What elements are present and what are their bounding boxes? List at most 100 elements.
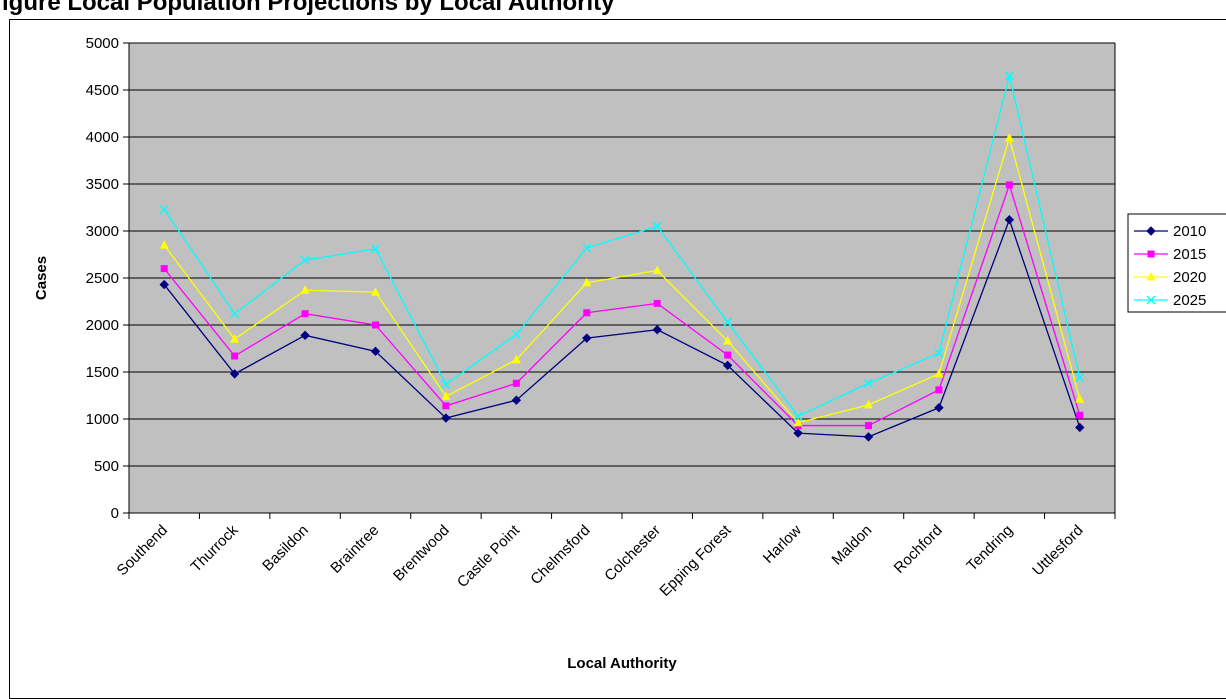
y-tick-label: 3500 (86, 176, 119, 193)
data-point-2020 (934, 368, 944, 378)
y-tick-label: 1000 (86, 411, 119, 428)
x-tick-label: Thurrock (188, 521, 242, 575)
series-2020 (159, 132, 1085, 427)
legend-marker (1146, 226, 1156, 236)
series-line-2010 (163, 217, 1081, 438)
data-point-2020 (371, 287, 380, 296)
data-point-2020 (1075, 394, 1085, 403)
data-point-2010 (441, 413, 451, 423)
x-tick-label: Braintree (327, 522, 382, 577)
data-point-2020 (230, 334, 240, 343)
series-line-2015 (163, 182, 1081, 427)
data-point-2020 (652, 265, 662, 274)
data-point-2025 (300, 255, 310, 265)
data-point-2025 (793, 411, 803, 421)
data-point-2025 (370, 244, 381, 254)
x-tick-label: Southend (114, 522, 171, 579)
x-axis-title: Local Authority (567, 655, 677, 672)
data-point-2025 (723, 317, 733, 327)
data-point-2010 (1075, 422, 1085, 433)
y-axis-title: Cases (33, 256, 50, 300)
data-point-2020 (159, 240, 169, 249)
legend-label: 2015 (1173, 246, 1206, 263)
data-point-2015 (301, 310, 309, 318)
data-point-2025 (441, 379, 451, 389)
series-group (159, 71, 1085, 442)
data-point-2010 (511, 395, 522, 405)
y-tick-label: 5000 (86, 35, 119, 52)
data-point-2020 (300, 285, 310, 294)
legend-marker (1146, 295, 1156, 305)
x-tick-label: Basildon (259, 522, 312, 575)
data-point-2015 (865, 422, 872, 430)
data-point-2010 (582, 333, 592, 343)
legend-marker (1147, 250, 1155, 258)
x-tick-label: Rochford (891, 522, 946, 577)
series-line-2020 (163, 135, 1081, 424)
data-point-2020 (864, 399, 873, 409)
y-tick-label: 4000 (86, 129, 119, 146)
data-point-2025 (934, 348, 944, 358)
data-point-2010 (229, 369, 240, 379)
series-2010 (159, 215, 1085, 442)
data-point-2010 (300, 330, 310, 341)
data-point-2015 (442, 402, 450, 410)
y-tick-label: 4500 (86, 82, 119, 99)
data-point-2010 (652, 324, 662, 335)
data-point-2015 (512, 379, 520, 387)
y-tick-label: 500 (94, 458, 119, 475)
y-tick-label: 2500 (86, 270, 119, 287)
figure-title: igure Local Population Projections by Lo… (2, 0, 615, 16)
legend-item-2025: 2025 (1134, 292, 1206, 309)
y-tick-label: 3000 (86, 223, 119, 240)
x-tick-label: Maldon (829, 522, 876, 569)
figure-title-strip: igure Local Population Projections by Lo… (0, 0, 1226, 20)
legend-label: 2010 (1173, 223, 1206, 240)
data-point-2025 (582, 243, 592, 253)
data-point-2015 (372, 321, 379, 329)
data-point-2015 (935, 386, 943, 394)
data-point-2010 (863, 432, 874, 442)
axes (123, 42, 1116, 519)
legend: 2010 2015 2020 2025 (1127, 213, 1226, 313)
x-tick-label: Tendring (963, 522, 1016, 575)
legend-marker (1146, 272, 1156, 281)
data-point-2020 (793, 417, 803, 427)
y-tick-label: 1500 (86, 364, 119, 381)
data-point-2020 (441, 391, 451, 400)
data-point-2025 (863, 378, 874, 388)
x-tick-label: Uttlesford (1029, 522, 1086, 579)
series-2015 (160, 181, 1084, 430)
legend-item-2020: 2020 (1134, 269, 1206, 286)
x-tick-label: Harlow (760, 522, 805, 567)
data-point-2010 (934, 403, 944, 413)
data-point-2015 (1076, 411, 1084, 419)
y-tick-label: 0 (111, 505, 119, 522)
data-point-2020 (582, 277, 592, 287)
series-2025 (159, 71, 1085, 421)
data-point-2015 (724, 351, 732, 359)
legend-label: 2025 (1173, 292, 1206, 309)
data-point-2015 (1005, 181, 1013, 189)
data-point-2020 (1004, 132, 1014, 142)
data-point-2015 (231, 352, 239, 360)
data-point-2020 (511, 354, 521, 364)
y-tick-labels: 0 500 1000 1500 2000 2500 3000 3500 4000 4500 5000 (86, 35, 119, 522)
x-tick-label: Chelmsford (527, 522, 593, 588)
data-point-2010 (370, 346, 381, 357)
data-point-2025 (652, 221, 662, 231)
x-tick-label: Colchester (601, 522, 664, 585)
y-tick-label: 2000 (86, 317, 119, 334)
x-tick-label: Epping Forest (656, 521, 735, 600)
data-point-2015 (583, 309, 591, 317)
x-tick-label: Castle Point (454, 521, 524, 591)
data-point-2010 (1004, 215, 1015, 225)
data-point-2015 (160, 265, 168, 273)
legend-item-2010: 2010 (1134, 223, 1206, 240)
data-point-2010 (722, 360, 733, 371)
data-point-2025 (1004, 71, 1014, 81)
x-tick-label: Brentwood (390, 522, 453, 585)
legend-label: 2020 (1173, 269, 1206, 286)
data-point-2025 (230, 309, 240, 319)
legend-box (1127, 213, 1226, 313)
